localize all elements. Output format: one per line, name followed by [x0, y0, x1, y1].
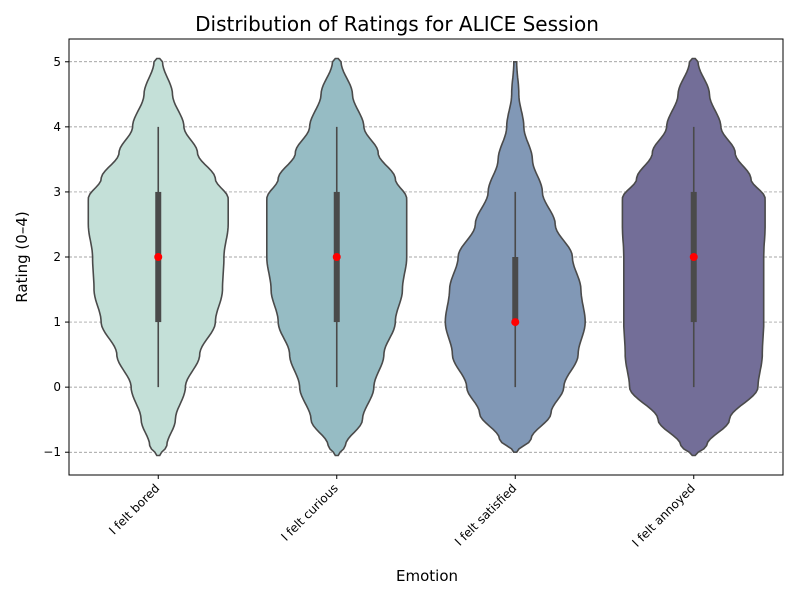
- x-tick-label: I felt bored: [106, 481, 162, 537]
- y-tick-label: 2: [53, 250, 61, 264]
- x-axis-label: Emotion: [396, 567, 458, 585]
- median-marker: [689, 253, 698, 261]
- y-tick-label: 4: [53, 120, 61, 134]
- x-tick-label: I felt satisfied: [452, 481, 519, 548]
- median-marker: [332, 253, 341, 261]
- y-tick-label: 5: [53, 55, 61, 69]
- x-axis-ticks: I felt bored I felt curious I felt satisfi…: [106, 475, 698, 550]
- y-tick-label: 3: [53, 185, 61, 199]
- x-tick-label: I felt annoyed: [629, 481, 697, 549]
- y-tick-label: −1: [43, 445, 61, 459]
- y-axis-label: Rating (0–4): [13, 211, 31, 302]
- x-tick-label: I felt curious: [278, 481, 341, 544]
- y-tick-label: 0: [53, 380, 61, 394]
- median-marker: [511, 318, 520, 327]
- y-axis-ticks: −1 0 1 2 3 4 5: [43, 55, 69, 459]
- iqr-box: [512, 257, 519, 323]
- y-tick-label: 1: [53, 315, 61, 329]
- inner-boxes: [154, 126, 698, 388]
- median-marker: [154, 253, 163, 261]
- chart-title: Distribution of Ratings for ALICE Sessio…: [195, 12, 599, 36]
